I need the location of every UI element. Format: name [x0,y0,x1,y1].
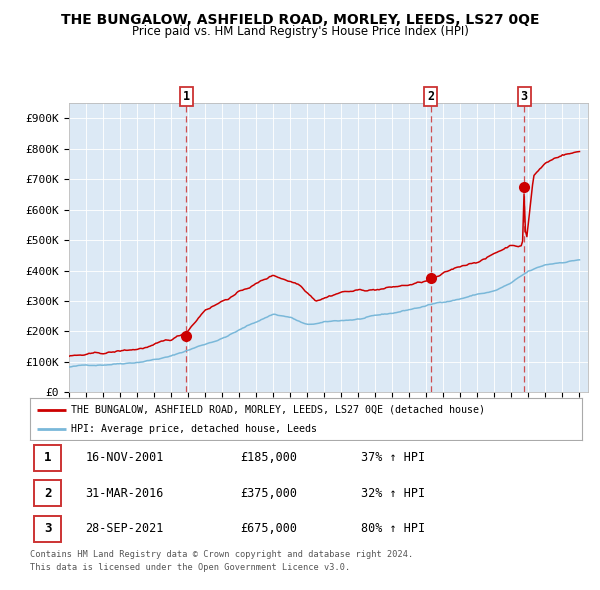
FancyBboxPatch shape [34,480,61,506]
Text: 1: 1 [182,90,190,103]
Text: £185,000: £185,000 [240,451,297,464]
Text: 3: 3 [44,522,52,535]
Text: 3: 3 [521,90,528,103]
Text: £375,000: £375,000 [240,487,297,500]
Text: 28-SEP-2021: 28-SEP-2021 [85,522,164,535]
Text: HPI: Average price, detached house, Leeds: HPI: Average price, detached house, Leed… [71,424,317,434]
Text: 32% ↑ HPI: 32% ↑ HPI [361,487,425,500]
Text: 2: 2 [427,90,434,103]
Text: 1: 1 [44,451,52,464]
Text: £675,000: £675,000 [240,522,297,535]
Text: 2: 2 [44,487,52,500]
FancyBboxPatch shape [34,445,61,471]
Text: THE BUNGALOW, ASHFIELD ROAD, MORLEY, LEEDS, LS27 0QE (detached house): THE BUNGALOW, ASHFIELD ROAD, MORLEY, LEE… [71,405,485,415]
Text: This data is licensed under the Open Government Licence v3.0.: This data is licensed under the Open Gov… [30,563,350,572]
FancyBboxPatch shape [34,516,61,542]
Text: 80% ↑ HPI: 80% ↑ HPI [361,522,425,535]
Text: 37% ↑ HPI: 37% ↑ HPI [361,451,425,464]
Text: 31-MAR-2016: 31-MAR-2016 [85,487,164,500]
Text: 16-NOV-2001: 16-NOV-2001 [85,451,164,464]
Text: THE BUNGALOW, ASHFIELD ROAD, MORLEY, LEEDS, LS27 0QE: THE BUNGALOW, ASHFIELD ROAD, MORLEY, LEE… [61,13,539,27]
Text: Contains HM Land Registry data © Crown copyright and database right 2024.: Contains HM Land Registry data © Crown c… [30,550,413,559]
Text: Price paid vs. HM Land Registry's House Price Index (HPI): Price paid vs. HM Land Registry's House … [131,25,469,38]
